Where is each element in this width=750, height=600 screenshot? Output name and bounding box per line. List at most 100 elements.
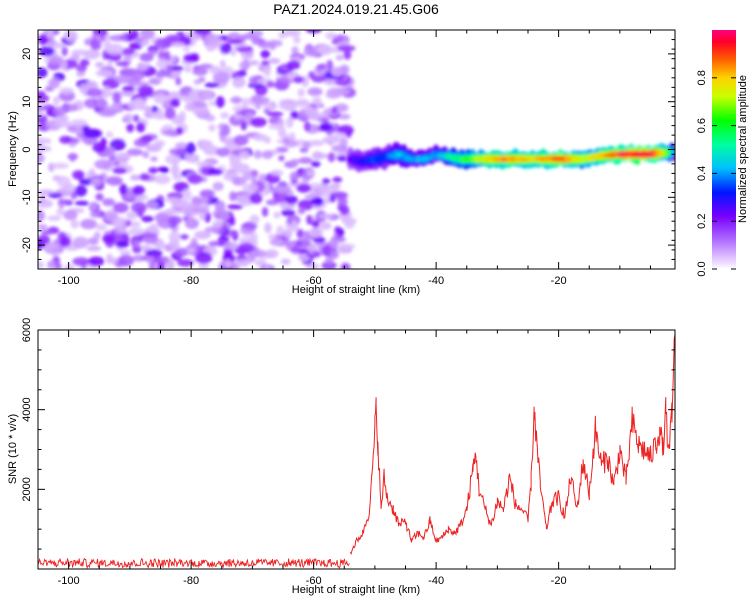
noise-blob [71,49,88,56]
noise-blob [170,98,180,108]
noise-blob [226,204,244,210]
noise-blob [224,259,232,269]
noise-blob [112,167,127,174]
noise-blob [38,46,55,57]
noise-blob [311,97,321,104]
noise-blob [266,111,284,117]
noise-blob [131,201,147,214]
noise-blob [168,231,181,243]
x-tick-label: -60 [306,575,322,587]
noise-blob [139,52,154,62]
noise-blob [86,245,102,252]
noise-blob [337,243,351,254]
noise-blob [337,197,348,207]
noise-blob [128,221,141,228]
noise-blob [134,240,141,248]
noise-blob [200,140,213,149]
noise-blob [38,261,45,269]
noise-blob [324,71,333,78]
noise-blob [184,151,195,163]
noise-blob [129,42,143,50]
noise-blob [266,81,275,88]
x-tick-label: -40 [428,575,444,587]
noise-blob [198,63,214,69]
noise-blob [79,58,90,67]
y-tick-label: 2000 [21,477,33,501]
noise-blob [194,230,212,240]
noise-blob [290,110,299,120]
noise-blob [207,168,223,176]
noise-blob [183,53,198,63]
colorbar-tick-label: 0.0 [696,261,708,276]
noise-blob [261,206,269,217]
noise-blob [53,96,60,106]
noise-blob [286,116,294,129]
colorbar-tick-label: 0.2 [696,214,708,229]
noise-blob [327,135,340,143]
y-tick-label: 4000 [21,397,33,421]
noise-blob [249,192,263,204]
noise-blob [74,200,90,206]
noise-blob [43,243,60,249]
noise-blob [289,171,300,182]
noise-blob [223,241,239,250]
noise-blob [273,211,281,219]
noise-blob [273,184,291,195]
noise-blob [273,191,289,203]
noise-blob [233,114,243,120]
noise-blob [321,178,331,185]
noise-blob [334,79,351,86]
noise-blob [247,60,260,66]
noise-blob [56,114,69,122]
noise-blob [187,174,203,184]
noise-blob [263,136,271,144]
noise-blob [298,157,313,164]
noise-blob [290,158,300,166]
noise-blob [285,195,298,205]
noise-blob [38,146,52,152]
noise-blob [183,46,190,53]
noise-blob [151,105,159,113]
noise-blob [135,196,144,203]
noise-blob [38,35,49,45]
noise-blob [134,37,144,43]
spectrogram-signal-ridge [346,141,675,173]
noise-blob [306,112,322,121]
noise-blob [215,96,225,108]
noise-blob [317,44,334,56]
noise-blob [190,237,198,250]
noise-blob [318,213,334,219]
x-tick-label: -100 [58,275,80,287]
noise-blob [222,253,236,263]
noise-blob [307,243,316,254]
noise-blob [303,48,318,57]
noise-blob [334,132,347,138]
noise-blob [336,155,348,162]
noise-blob [114,224,127,235]
noise-blob [288,132,296,141]
noise-blob [141,215,154,223]
noise-blob [96,97,106,109]
noise-blob [233,135,249,146]
noise-blob [337,45,356,52]
noise-blob [126,148,144,156]
noise-blob [290,220,298,231]
noise-blob [95,69,114,77]
noise-blob [249,214,260,224]
noise-blob [79,83,88,94]
noise-blob [113,160,120,166]
colorbar-label: Normalized spectral amplitude [737,75,749,223]
noise-blob [114,75,132,84]
noise-blob [296,228,304,239]
noise-blob [142,151,150,159]
noise-blob [116,240,129,249]
noise-blob [343,50,352,60]
noise-blob [270,169,284,176]
noise-blob [47,192,63,199]
noise-blob [255,96,270,105]
noise-blob [92,141,106,153]
noise-blob [258,173,268,184]
noise-blob [187,216,196,226]
noise-blob [338,113,351,120]
noise-blob [179,111,186,123]
